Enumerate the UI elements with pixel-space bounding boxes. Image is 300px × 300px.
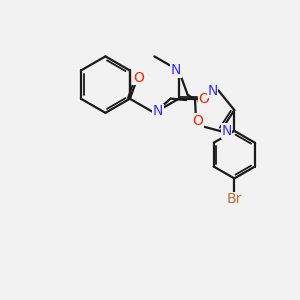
Text: N: N [171,64,181,77]
Text: N: N [221,124,232,138]
Text: Br: Br [226,192,242,206]
Text: N: N [153,104,163,118]
Text: O: O [198,92,209,106]
Text: O: O [192,114,203,128]
Text: O: O [133,70,144,85]
Text: N: N [207,83,218,98]
